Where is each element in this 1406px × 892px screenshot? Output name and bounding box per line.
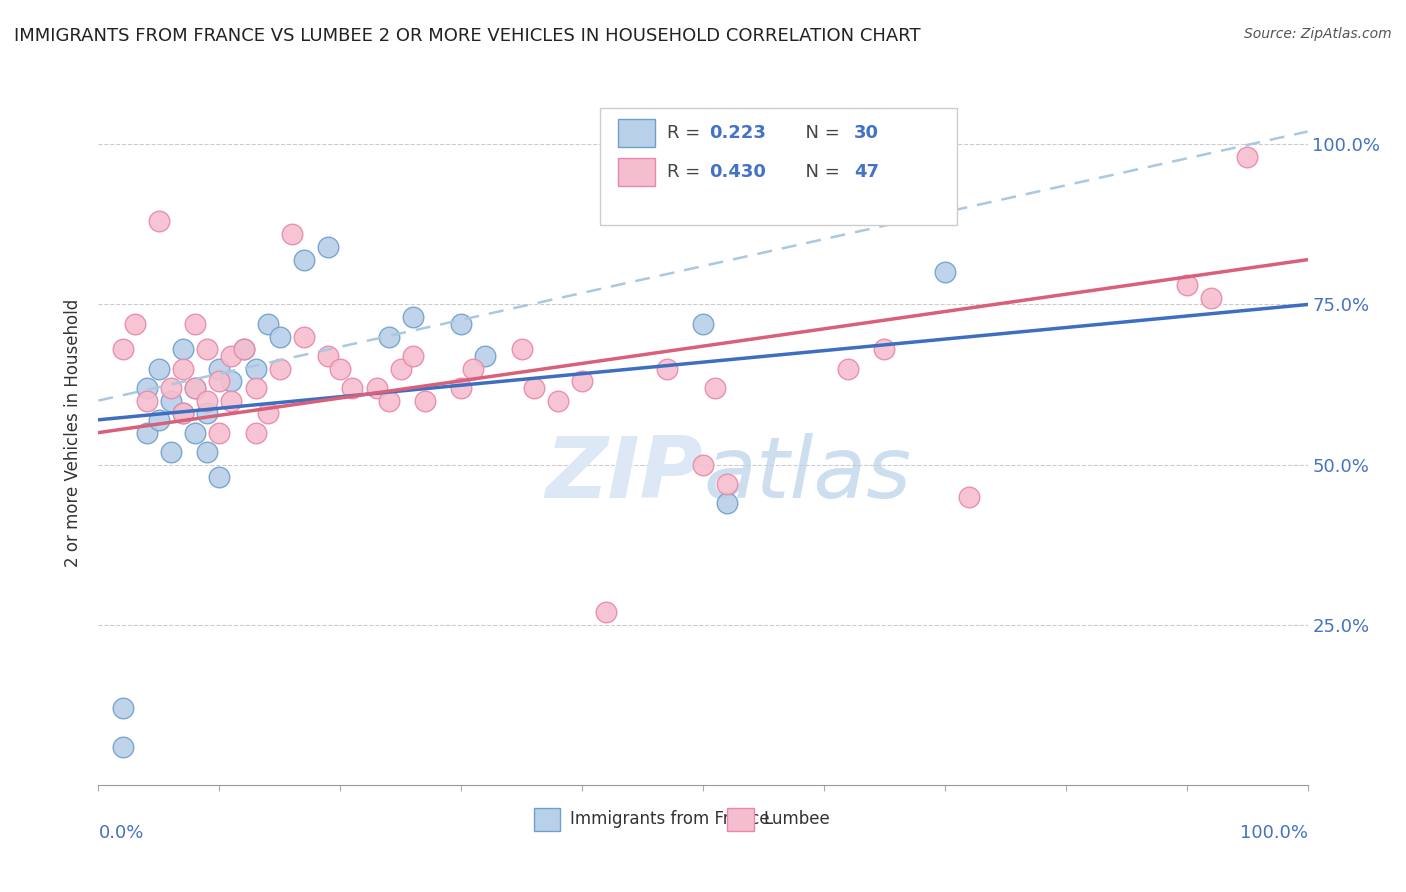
Text: Lumbee: Lumbee [763, 811, 830, 829]
Point [195, 445, 218, 459]
Point [245, 361, 267, 376]
Point [704, 381, 727, 395]
Point [172, 406, 194, 420]
Point [172, 406, 194, 420]
Text: 0.223: 0.223 [709, 124, 766, 142]
Point [377, 329, 399, 343]
Point [148, 413, 170, 427]
Point [221, 375, 243, 389]
Point [160, 445, 183, 459]
Point [571, 375, 593, 389]
Point [547, 393, 569, 408]
Point [160, 393, 183, 408]
Point [208, 425, 231, 440]
Point [329, 361, 352, 376]
Point [716, 476, 738, 491]
Point [474, 349, 496, 363]
Point [256, 317, 278, 331]
Point [716, 496, 738, 510]
Text: Immigrants from France: Immigrants from France [569, 811, 769, 829]
Bar [619, 119, 655, 147]
Point [135, 393, 157, 408]
Point [269, 329, 291, 343]
Point [450, 381, 472, 395]
Point [316, 240, 339, 254]
Point [450, 317, 472, 331]
Text: IMMIGRANTS FROM FRANCE VS LUMBEE 2 OR MORE VEHICLES IN HOUSEHOLD CORRELATION CHA: IMMIGRANTS FROM FRANCE VS LUMBEE 2 OR MO… [14, 27, 921, 45]
Point [160, 381, 183, 395]
Text: Source: ZipAtlas.com: Source: ZipAtlas.com [1244, 27, 1392, 41]
Point [256, 406, 278, 420]
Point [172, 361, 194, 376]
Text: R =: R = [666, 124, 706, 142]
Point [208, 361, 231, 376]
Point [366, 381, 388, 395]
Point [595, 605, 617, 619]
Point [692, 317, 714, 331]
Point [172, 343, 194, 357]
Point [184, 425, 207, 440]
Point [184, 381, 207, 395]
Point [245, 425, 267, 440]
Point [184, 317, 207, 331]
Point [184, 381, 207, 395]
Point [292, 329, 315, 343]
Text: 100.0%: 100.0% [1240, 823, 1308, 842]
Text: atlas: atlas [703, 434, 911, 516]
Point [232, 343, 254, 357]
Point [148, 361, 170, 376]
Point [523, 381, 546, 395]
Point [342, 381, 364, 395]
Text: 0.0%: 0.0% [98, 823, 143, 842]
Text: 0.430: 0.430 [709, 163, 766, 181]
Point [221, 349, 243, 363]
Point [135, 381, 157, 395]
Point [195, 406, 218, 420]
Point [1175, 278, 1198, 293]
Point [316, 349, 339, 363]
Text: R =: R = [666, 163, 706, 181]
Point [245, 381, 267, 395]
Text: 47: 47 [855, 163, 879, 181]
Point [377, 393, 399, 408]
Point [957, 490, 980, 504]
Point [1236, 150, 1258, 164]
Point [692, 458, 714, 472]
Point [124, 317, 146, 331]
Text: ZIP: ZIP [546, 434, 703, 516]
Point [195, 343, 218, 357]
Point [269, 361, 291, 376]
Point [463, 361, 485, 376]
Point [195, 393, 218, 408]
Point [402, 310, 425, 325]
Point [1199, 291, 1222, 305]
Point [510, 343, 533, 357]
Bar [534, 808, 561, 830]
Point [655, 361, 678, 376]
Point [281, 227, 304, 241]
Point [402, 349, 425, 363]
Point [111, 739, 134, 754]
FancyBboxPatch shape [600, 109, 957, 225]
Text: 30: 30 [855, 124, 879, 142]
Bar [727, 808, 754, 830]
Text: N =: N = [793, 163, 845, 181]
Y-axis label: 2 or more Vehicles in Household: 2 or more Vehicles in Household [65, 299, 83, 566]
Point [837, 361, 859, 376]
Point [389, 361, 412, 376]
Point [934, 265, 956, 279]
Bar [619, 158, 655, 186]
Point [221, 393, 243, 408]
Point [111, 701, 134, 715]
Point [208, 470, 231, 484]
Point [873, 343, 896, 357]
Point [135, 425, 157, 440]
Point [208, 375, 231, 389]
Point [148, 214, 170, 228]
Text: N =: N = [793, 124, 845, 142]
Point [232, 343, 254, 357]
Point [292, 252, 315, 267]
Point [413, 393, 436, 408]
Point [111, 343, 134, 357]
